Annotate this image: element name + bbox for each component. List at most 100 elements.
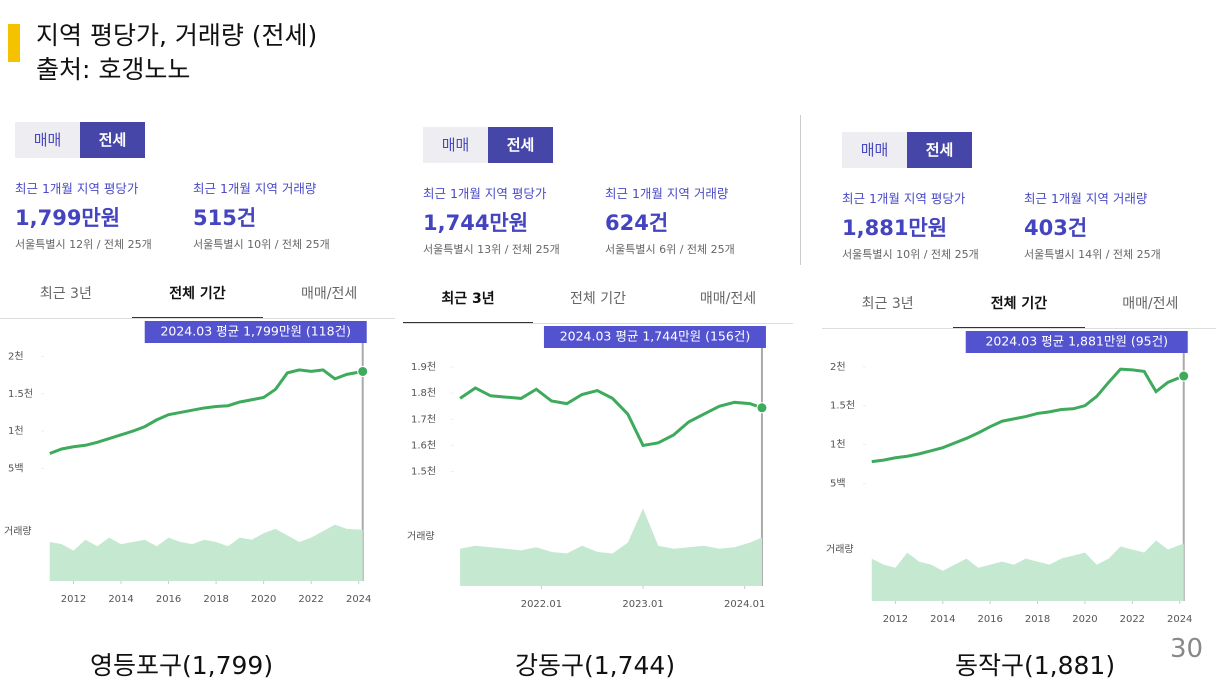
tooltip: 2024.03 평균 1,881만원 (95건) — [985, 334, 1168, 349]
x-tick-label: 2024 — [346, 594, 371, 605]
type-tab[interactable]: 매매 — [423, 127, 488, 163]
period-tab[interactable]: 최근 3년 — [441, 291, 495, 307]
x-tick-label: 2022 — [298, 594, 323, 605]
x-tick-label: 2012 — [883, 614, 908, 625]
type-tab[interactable]: 전세 — [907, 132, 972, 168]
period-tab[interactable]: 최근 3년 — [861, 296, 914, 312]
caption: 동작구(1,881) — [955, 651, 1116, 680]
stat-label: 최근 1개월 지역 거래량 — [193, 181, 317, 196]
y-tick-label: 1천 — [8, 425, 24, 437]
volume-area — [460, 508, 762, 586]
x-tick-label: 2016 — [977, 614, 1002, 625]
x-tick-label: 2022.01 — [521, 599, 562, 610]
stat-label: 최근 1개월 지역 거래량 — [605, 186, 729, 201]
stat-label: 최근 1개월 지역 평당가 — [15, 181, 139, 196]
period-tab[interactable]: 전체 기간 — [570, 291, 626, 307]
x-tick-label: 2020 — [1072, 614, 1097, 625]
x-tick-label: 2020 — [251, 594, 276, 605]
tooltip-bg — [543, 326, 766, 348]
y-tick-label: 2천 — [8, 350, 24, 362]
type-toggle: 매매 전세 — [423, 127, 553, 163]
y-tick-label: 1.9천 — [411, 361, 436, 373]
stat-label: 최근 1개월 지역 거래량 — [1024, 191, 1148, 206]
period-tab[interactable]: 전체 기간 — [990, 296, 1048, 312]
x-tick-label: 2022 — [1120, 614, 1145, 625]
stat-value: 403건 — [1024, 216, 1088, 240]
volume-label: 거래량 — [407, 531, 435, 543]
title: 지역 평당가, 거래량 (전세) — [36, 21, 318, 50]
y-tick-label: 1.5천 — [8, 388, 33, 400]
price-line — [871, 367, 1185, 464]
tab-divider — [822, 328, 1216, 329]
period-tab[interactable]: 매매/전세 — [699, 291, 757, 307]
chart: 5백 1천 1.5천 2천 2012 2014 2016 2018 2020 2022 2024 거래… — [826, 331, 1192, 625]
stat-rank: 서울특별시 10위 / 전체 25개 — [842, 248, 979, 261]
chart: 5백 1천 1.5천 2천 2012 2014 2016 2018 2020 2022 2024 거래… — [4, 321, 371, 605]
y-tick-label: 5백 — [8, 462, 24, 474]
source: 출처: 호갱노노 — [36, 55, 191, 84]
y-tick-label: 1.5천 — [830, 400, 855, 412]
tooltip: 2024.03 평균 1,799만원 (118건) — [160, 324, 351, 339]
stat-value: 1,881만원 — [842, 216, 948, 240]
accent-bar — [8, 24, 20, 62]
stat-rank: 서울특별시 13위 / 전체 25개 — [423, 243, 560, 256]
stat-rank: 서울특별시 14위 / 전체 25개 — [1024, 248, 1161, 261]
x-tick-label: 2012 — [61, 594, 86, 605]
tooltip-bg — [965, 331, 1188, 353]
period-tab[interactable]: 최근 3년 — [39, 286, 92, 302]
last-point — [1178, 370, 1190, 382]
y-tick-label: 1.6천 — [411, 439, 436, 451]
tab-divider — [0, 318, 395, 319]
stat-label: 최근 1개월 지역 평당가 — [423, 186, 547, 201]
stat-label: 최근 1개월 지역 평당가 — [842, 191, 966, 206]
caption: 영등포구(1,799) — [90, 651, 274, 680]
x-tick-label: 2024.01 — [724, 599, 765, 610]
price-line — [459, 386, 763, 448]
tooltip-bg — [144, 321, 367, 343]
x-tick-label: 2018 — [1025, 614, 1050, 625]
type-tab[interactable]: 전세 — [488, 127, 553, 163]
x-tick-label: 2016 — [156, 594, 181, 605]
stat-rank: 서울특별시 10위 / 전체 25개 — [193, 238, 330, 251]
volume-label: 거래량 — [826, 544, 854, 556]
divider — [800, 115, 801, 265]
y-tick-label: 5백 — [830, 477, 846, 489]
stat-value: 624건 — [605, 211, 669, 235]
period-tab[interactable]: 전체 기간 — [169, 286, 226, 302]
y-tick-label: 1.7천 — [411, 413, 436, 425]
period-tab[interactable]: 매매/전세 — [301, 286, 358, 302]
x-tick-label: 2014 — [930, 614, 955, 625]
last-point — [756, 402, 768, 414]
volume-label: 거래량 — [4, 526, 32, 538]
y-tick-label: 1.5천 — [411, 466, 436, 478]
period-tab[interactable]: 매매/전세 — [1122, 296, 1179, 312]
stat-value: 1,799만원 — [15, 206, 121, 230]
type-tab[interactable]: 매매 — [15, 122, 80, 158]
x-tick-label: 2024 — [1167, 614, 1192, 625]
type-toggle: 매매 전세 — [15, 122, 145, 158]
x-tick-label: 2018 — [203, 594, 228, 605]
type-tab[interactable]: 매매 — [842, 132, 907, 168]
stat-rank: 서울특별시 12위 / 전체 25개 — [15, 238, 152, 251]
y-tick-label: 2천 — [830, 361, 846, 373]
stat-rank: 서울특별시 6위 / 전체 25개 — [605, 243, 735, 256]
type-tab[interactable]: 전세 — [80, 122, 145, 158]
volume-area — [871, 540, 1184, 601]
y-tick-label: 1.8천 — [411, 387, 436, 399]
volume-area — [49, 524, 363, 581]
tab-divider — [403, 323, 793, 324]
chart: 1.5천 1.6천 1.7천 1.8천 1.9천 2022.01 2023.01 2024.0… — [407, 326, 768, 610]
stat-value: 515건 — [193, 206, 257, 230]
last-point — [357, 365, 369, 377]
x-tick-label: 2023.01 — [622, 599, 663, 610]
page-number: 30 — [1170, 634, 1204, 664]
tooltip: 2024.03 평균 1,744만원 (156건) — [560, 329, 751, 344]
y-tick-label: 1천 — [830, 439, 846, 451]
type-toggle: 매매 전세 — [842, 132, 972, 168]
stat-value: 1,744만원 — [423, 211, 529, 235]
x-tick-label: 2014 — [108, 594, 133, 605]
